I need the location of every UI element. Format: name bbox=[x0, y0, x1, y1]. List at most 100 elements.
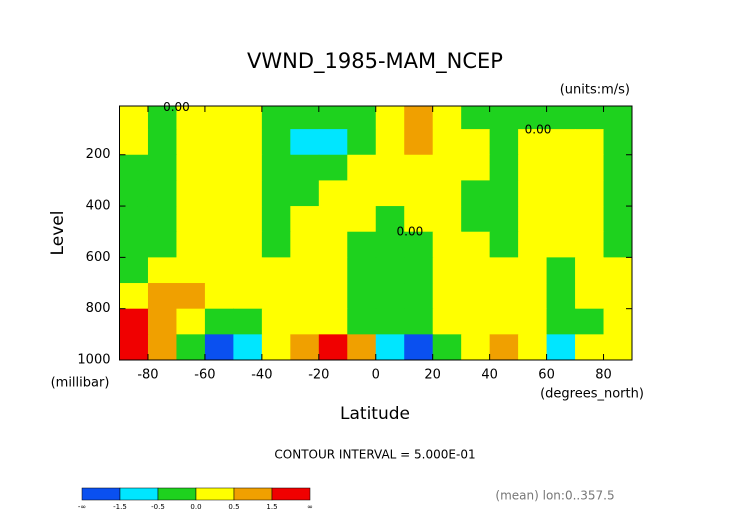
cell bbox=[318, 129, 348, 156]
colorbar-box bbox=[157, 487, 197, 501]
cell bbox=[147, 257, 177, 284]
cell bbox=[119, 180, 149, 207]
contour-label: 0.00 bbox=[397, 224, 424, 238]
cell bbox=[518, 180, 548, 207]
cell bbox=[404, 231, 434, 258]
cell bbox=[603, 206, 633, 233]
cell bbox=[461, 283, 491, 310]
y-tick-label: 200 bbox=[86, 147, 111, 162]
cell bbox=[318, 106, 348, 130]
cell bbox=[489, 129, 519, 156]
cell bbox=[261, 231, 291, 258]
cell bbox=[546, 283, 576, 310]
cell bbox=[432, 231, 462, 258]
cell bbox=[375, 106, 405, 130]
cell bbox=[518, 106, 548, 130]
cell bbox=[119, 154, 149, 181]
cell bbox=[404, 283, 434, 310]
cell bbox=[147, 308, 177, 335]
mean-note: (mean) lon:0..357.5 bbox=[495, 489, 614, 503]
cell bbox=[147, 106, 177, 130]
cell bbox=[261, 257, 291, 284]
cell bbox=[204, 283, 234, 310]
y-axis-units: (millibar) bbox=[51, 376, 110, 391]
y-axis-label: Level bbox=[48, 211, 68, 256]
cell bbox=[404, 308, 434, 335]
y-tick-label: 800 bbox=[86, 301, 111, 316]
cell bbox=[461, 180, 491, 207]
field bbox=[119, 106, 633, 361]
cell bbox=[204, 106, 234, 130]
cell bbox=[147, 206, 177, 233]
cell bbox=[489, 283, 519, 310]
cell bbox=[575, 206, 605, 233]
cell bbox=[404, 206, 434, 233]
cell bbox=[489, 180, 519, 207]
cell bbox=[347, 334, 377, 361]
cell bbox=[176, 334, 206, 361]
cell bbox=[347, 231, 377, 258]
colorbar-box bbox=[233, 487, 273, 501]
cell bbox=[603, 180, 633, 207]
cell bbox=[432, 180, 462, 207]
cell bbox=[375, 334, 405, 361]
cell bbox=[518, 231, 548, 258]
cell bbox=[603, 106, 633, 130]
cell bbox=[432, 308, 462, 335]
cell bbox=[432, 283, 462, 310]
y-tick-label: 400 bbox=[86, 199, 111, 214]
colorbar-label: ∞ bbox=[307, 503, 313, 511]
cell bbox=[119, 231, 149, 258]
cell bbox=[347, 106, 377, 130]
x-axis-label: Latitude bbox=[340, 404, 410, 424]
cell bbox=[375, 206, 405, 233]
cell bbox=[603, 231, 633, 258]
cell bbox=[432, 106, 462, 130]
cell bbox=[290, 283, 320, 310]
contour-label: 0.00 bbox=[163, 100, 190, 114]
cell bbox=[233, 154, 263, 181]
cell bbox=[461, 206, 491, 233]
cell bbox=[261, 334, 291, 361]
cell bbox=[461, 129, 491, 156]
cell bbox=[575, 283, 605, 310]
cell bbox=[290, 129, 320, 156]
cell bbox=[318, 257, 348, 284]
cell bbox=[347, 180, 377, 207]
cell bbox=[204, 257, 234, 284]
cell bbox=[176, 129, 206, 156]
x-tick-label: -20 bbox=[308, 368, 329, 383]
cell bbox=[546, 308, 576, 335]
cell bbox=[233, 231, 263, 258]
cell bbox=[603, 283, 633, 310]
cell bbox=[261, 206, 291, 233]
x-tick-label: 20 bbox=[424, 368, 441, 383]
cell bbox=[347, 206, 377, 233]
colorbar-label: -1.5 bbox=[113, 503, 127, 511]
cell bbox=[318, 180, 348, 207]
cell bbox=[489, 231, 519, 258]
cell bbox=[261, 154, 291, 181]
cell bbox=[489, 308, 519, 335]
cell bbox=[404, 129, 434, 156]
cell bbox=[233, 308, 263, 335]
cell bbox=[176, 231, 206, 258]
cell bbox=[290, 334, 320, 361]
cell bbox=[375, 283, 405, 310]
cell bbox=[575, 154, 605, 181]
cell bbox=[375, 231, 405, 258]
cell bbox=[461, 334, 491, 361]
cell bbox=[318, 206, 348, 233]
contour-interval: CONTOUR INTERVAL = 5.000E-01 bbox=[274, 448, 475, 462]
cell bbox=[119, 283, 149, 310]
colorbar-label: -∞ bbox=[78, 503, 86, 511]
cell bbox=[461, 257, 491, 284]
units-label: (units:m/s) bbox=[560, 83, 630, 98]
cell bbox=[119, 206, 149, 233]
cell bbox=[290, 180, 320, 207]
cell bbox=[375, 308, 405, 335]
x-tick-label: 80 bbox=[595, 368, 612, 383]
cell bbox=[119, 106, 149, 130]
cell bbox=[603, 308, 633, 335]
